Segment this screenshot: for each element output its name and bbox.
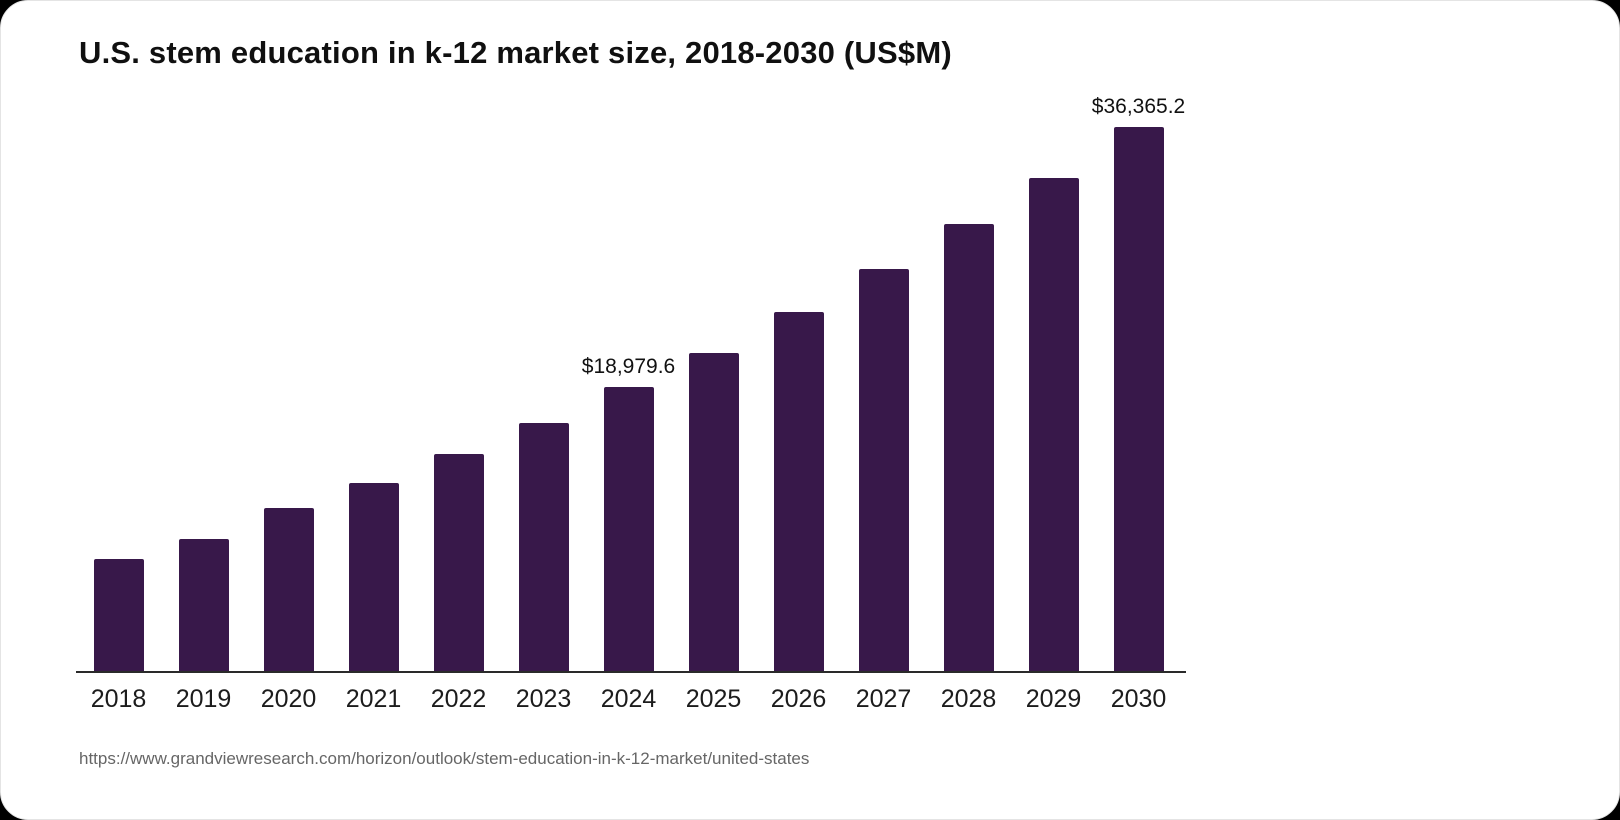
bar-2029 (1028, 177, 1079, 671)
bar-2019 (178, 539, 229, 671)
bar-column-2024: $18,979.6 (582, 73, 675, 671)
bar-column-2021 (331, 73, 416, 671)
bar-2026 (773, 312, 824, 671)
bar-2018 (93, 558, 144, 671)
bar-column-2028 (926, 73, 1011, 671)
bar-column-2025 (671, 73, 756, 671)
bar-value-label-2024: $18,979.6 (581, 355, 676, 379)
source-url: https://www.grandviewresearch.com/horizo… (79, 749, 810, 768)
x-tick-label-2030: 2030 (1110, 685, 1167, 713)
x-tick-label-2025: 2025 (685, 685, 742, 713)
x-tick-label-2029: 2029 (1025, 685, 1082, 713)
bar-column-2029 (1011, 73, 1096, 671)
bar-value-label-2030: $36,365.2 (1091, 95, 1186, 119)
bar-column-2020 (246, 73, 331, 671)
bar-2027 (858, 268, 909, 671)
x-tick-label-2027: 2027 (855, 685, 912, 713)
bar-column-2027 (841, 73, 926, 671)
plot-area: $18,979.6 $36,365.2 (76, 73, 1186, 673)
x-axis: 2018 2019 2020 2021 2022 2023 2024 2025 2026 2027… (76, 673, 1186, 714)
bar-2025 (688, 352, 739, 671)
bar-2028 (943, 224, 994, 671)
x-tick-label-2022: 2022 (430, 685, 487, 713)
x-tick-label-2026: 2026 (770, 685, 827, 713)
bar-column-2022 (416, 73, 501, 671)
x-tick-label-2018: 2018 (90, 685, 147, 713)
x-tick-label-2023: 2023 (515, 685, 572, 713)
x-tick-label-2028: 2028 (940, 685, 997, 713)
bar-2021 (348, 482, 399, 671)
bar-2030 (1113, 127, 1164, 671)
bar-column-2019 (161, 73, 246, 671)
bar-column-2018 (76, 73, 161, 671)
bar-2020 (263, 508, 314, 671)
chart-title: U.S. stem education in k-12 market size,… (79, 35, 952, 70)
bar-2024 (603, 387, 654, 671)
bar-column-2026 (756, 73, 841, 671)
bar-chart: $18,979.6 $36,365.2 2018 2019 2020 2021 2022 2… (76, 73, 1186, 714)
x-tick-label-2019: 2019 (175, 685, 232, 713)
bar-2023 (518, 422, 569, 671)
x-tick-label-2020: 2020 (260, 685, 317, 713)
bar-column-2023 (501, 73, 586, 671)
x-tick-label-2021: 2021 (345, 685, 402, 713)
x-tick-label-2024: 2024 (600, 685, 657, 713)
bar-2022 (433, 454, 484, 671)
bar-column-2030: $36,365.2 (1092, 73, 1185, 671)
